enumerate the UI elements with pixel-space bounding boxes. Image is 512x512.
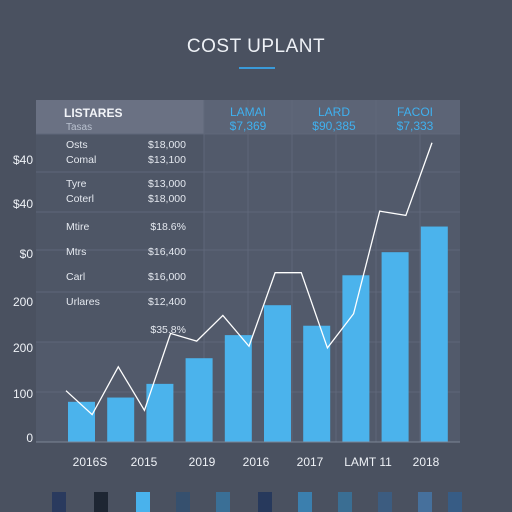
- y-tick-label: 100: [13, 387, 33, 401]
- table-row-label: Carl: [66, 271, 85, 283]
- bar: [68, 401, 95, 442]
- x-tick-label: LAMT 11: [344, 455, 392, 469]
- color-swatch: [136, 492, 150, 512]
- y-tick-label: $40: [13, 197, 33, 211]
- bar: [420, 226, 448, 442]
- kpi-value: $7,369: [230, 119, 267, 133]
- table-row-label: Osts: [66, 139, 88, 151]
- table-row-label: Tyre: [66, 178, 87, 190]
- y-tick-label: $40: [13, 153, 33, 167]
- table-subheader: Tasas: [66, 122, 92, 133]
- table-row-value: $18,000: [148, 139, 186, 151]
- x-tick-label: 2016S: [73, 455, 108, 469]
- y-tick-label: 200: [13, 295, 33, 309]
- table-row-value: $12,400: [148, 296, 186, 308]
- color-swatch: [298, 492, 312, 512]
- y-tick-label: 0: [26, 431, 33, 445]
- color-swatch: [216, 492, 230, 512]
- x-tick-label: 2016: [243, 455, 270, 469]
- kpi-value: $7,333: [397, 119, 434, 133]
- color-swatch: [338, 492, 352, 512]
- bar: [381, 252, 409, 442]
- x-tick-label: 2017: [297, 455, 324, 469]
- color-swatch: [94, 492, 108, 512]
- y-tick-label: $0: [20, 247, 34, 261]
- color-swatch: [378, 492, 392, 512]
- table-row-value: $18,000: [148, 193, 186, 205]
- kpi-header-band: [204, 100, 460, 134]
- table-row-label: Mtrs: [66, 246, 86, 258]
- table-header-band: [36, 100, 204, 134]
- y-tick-label: 200: [13, 341, 33, 355]
- color-swatch: [52, 492, 66, 512]
- color-swatch-strip: [0, 492, 512, 512]
- trend-line: [65, 142, 433, 416]
- table-panel: [36, 100, 204, 342]
- table-row-value: $13,100: [148, 154, 186, 166]
- kpi-label: LARD: [318, 105, 350, 119]
- color-swatch: [418, 492, 432, 512]
- table-row-label: Urlares: [66, 296, 100, 308]
- table-row-label: Mtire: [66, 221, 89, 233]
- x-tick-label: 2018: [413, 455, 440, 469]
- color-swatch: [448, 492, 462, 512]
- table-row-value: $18.6%: [150, 221, 186, 233]
- bar: [342, 275, 370, 442]
- x-tick-label: 2019: [189, 455, 216, 469]
- kpi-label: LAMAI: [230, 105, 266, 119]
- bar: [146, 383, 174, 442]
- color-swatch: [258, 492, 272, 512]
- bar: [264, 305, 291, 442]
- table-row-value: $13,000: [148, 178, 186, 190]
- table-row-value: $16,000: [148, 271, 186, 283]
- x-tick-label: 2015: [131, 455, 158, 469]
- bar: [107, 397, 135, 442]
- bar: [224, 335, 252, 442]
- title-underline: [239, 67, 275, 69]
- table-row-value: $35.8%: [150, 324, 186, 336]
- bar: [185, 358, 213, 442]
- kpi-value: $90,385: [312, 119, 356, 133]
- table-row-value: $16,400: [148, 246, 186, 258]
- table-row-label: Coterl: [66, 193, 94, 205]
- chart-title: COST UPLANT: [186, 36, 326, 57]
- kpi-label: FACOI: [397, 105, 433, 119]
- color-swatch: [176, 492, 190, 512]
- table-row-label: Comal: [66, 154, 96, 166]
- bar: [303, 325, 331, 442]
- table-header: LISTARES: [64, 106, 122, 120]
